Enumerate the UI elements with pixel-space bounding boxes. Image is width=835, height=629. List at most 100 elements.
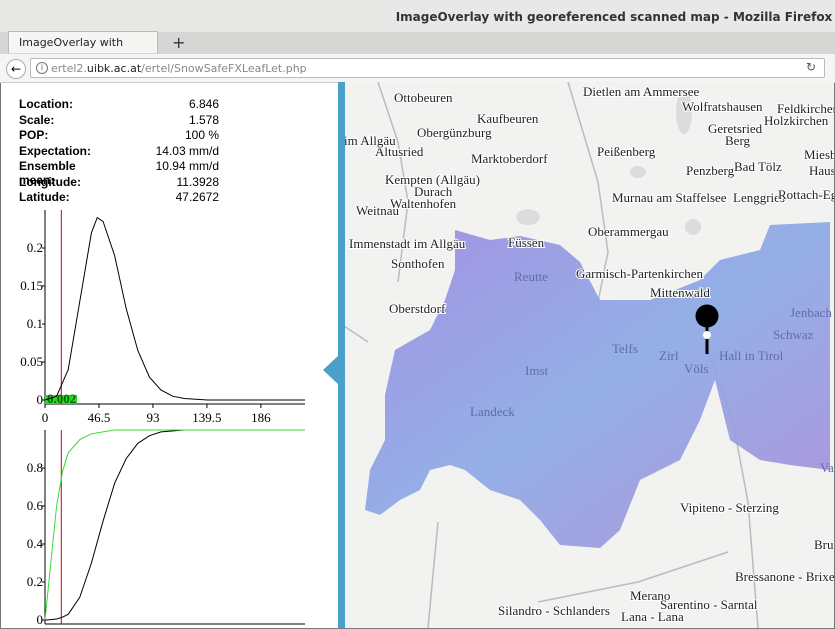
y-tick-label: 0 <box>37 392 44 407</box>
overlay-label: Schwaz <box>773 327 814 342</box>
place-label: Bad Tölz <box>734 159 782 174</box>
overlay-label: Zirl <box>659 348 679 363</box>
place-label: Penzberg <box>686 163 735 178</box>
place-label: Weitnau <box>356 203 399 218</box>
url-bar[interactable]: ertel2.uibk.ac.at/ertel/SnowSafeFXLeafLe… <box>30 58 825 78</box>
place-label: Merano <box>630 588 670 603</box>
place-label: Miesba <box>804 147 834 162</box>
y-tick-label: 0.1 <box>27 316 43 331</box>
place-label: Vipiteno - Sterzing <box>680 500 779 515</box>
info-value: 1.578 <box>188 112 219 127</box>
place-label: Mittenwald <box>650 285 710 300</box>
x-tick-label: 139.5 <box>192 410 221 425</box>
y-tick-label: 0.15 <box>20 278 43 293</box>
tab[interactable]: ImageOverlay with geore... <box>8 31 158 71</box>
place-label: Rottach-Eger <box>778 187 834 202</box>
side-panel <box>1 83 338 628</box>
curve <box>44 216 305 401</box>
place-label: Bru <box>814 537 834 552</box>
info-value: 6.846 <box>188 97 219 111</box>
collapse-arrow[interactable] <box>323 355 339 385</box>
info-value: 11.3928 <box>176 174 220 189</box>
info-label: POP: <box>19 128 49 142</box>
y-tick-label: 0.4 <box>27 536 44 551</box>
place-label: Oberammergau <box>588 224 669 239</box>
y-tick-label: 0.8 <box>27 460 43 475</box>
url-prefix: ertel2. <box>51 62 87 75</box>
place-label: Immenstadt im Allgäu <box>349 236 466 251</box>
place-label: Wolfratshausen <box>682 99 763 114</box>
y-tick-label: 0.2 <box>27 240 43 255</box>
place-label: Bressanone - Brixen <box>735 569 834 584</box>
info-value: 100 % <box>184 128 219 142</box>
info-label: Longitude: <box>19 174 81 189</box>
place-label: Dietlen am Ammersee <box>583 84 699 99</box>
place-label: Obergünzburg <box>417 125 492 140</box>
info-label: Expectation: <box>19 143 92 158</box>
place-label: im Allgäu <box>344 133 396 148</box>
place-label: Sonthofen <box>391 256 445 271</box>
x-tick-label: 186 <box>251 410 271 425</box>
place-label: Durach <box>414 184 453 199</box>
info-label: Location: <box>19 97 73 111</box>
place-label: Feldkirchen-West <box>777 101 834 116</box>
place-label: Lana - Lana <box>621 609 684 624</box>
place-label: Silandro - Schlanders <box>498 603 610 618</box>
new-tab-button[interactable]: + <box>172 33 186 52</box>
title-bar: ImageOverlay with georeferenced scanned … <box>0 0 835 32</box>
place-label: Altusried <box>375 144 424 159</box>
overlay-label: Jenbach <box>790 305 832 320</box>
place-label: Garmisch-Partenkirchen <box>576 266 704 281</box>
place-label: Kaufbeuren <box>477 111 539 126</box>
panel-divider[interactable] <box>338 82 345 628</box>
place-label: Ottobeuren <box>394 90 453 105</box>
map-marker-dot <box>703 331 711 339</box>
back-button[interactable]: ← <box>6 59 26 79</box>
x-tick-label: 0 <box>42 410 49 425</box>
overlay-label: Telfs <box>612 341 638 356</box>
curve <box>44 429 305 621</box>
info-label: Latitude: <box>19 190 70 204</box>
overlay-label: Völs <box>684 361 709 376</box>
info-label: Scale: <box>19 112 55 127</box>
info-value: 47.2672 <box>175 190 219 204</box>
overlay-label: Va <box>820 460 834 475</box>
url-path: /ertel/SnowSafeFXLeafLet.php <box>141 62 307 75</box>
map-marker[interactable] <box>695 304 719 354</box>
y-tick-label: 0.05 <box>20 354 43 369</box>
url-domain: uibk.ac.at <box>86 62 142 75</box>
place-label: Haus <box>809 163 834 178</box>
reload-button[interactable]: ↻ <box>806 60 817 74</box>
place-label: Oberstdorf <box>389 301 446 316</box>
overlay-label: Landeck <box>470 404 515 419</box>
place-label: Murnau am Staffelsee <box>612 190 727 205</box>
place-label: Berg <box>725 133 751 148</box>
window-title: ImageOverlay with georeferenced scanned … <box>395 10 833 24</box>
x-tick-label: 46.5 <box>88 410 111 425</box>
place-label: Geretsried <box>708 121 763 136</box>
place-label: Sarentino - Sarntal <box>660 597 758 612</box>
place-label: Lenggries <box>733 190 785 205</box>
y-tick-label: 0.6 <box>27 498 44 513</box>
info-value: 14.03 mm/d <box>155 143 219 158</box>
y-tick-label: 0.2 <box>27 574 43 589</box>
overlay-label: Reutte <box>514 269 548 284</box>
place-label: Peißenberg <box>597 144 656 159</box>
curve <box>44 429 305 621</box>
place-label: Kempten (Allgäu) <box>385 172 480 187</box>
overlay-label: Imst <box>525 363 549 378</box>
y-tick-label: 0 <box>37 612 44 627</box>
info-icon[interactable]: i <box>36 62 48 74</box>
place-label: Waltenhofen <box>390 196 457 211</box>
info-label: Ensemble mean: <box>19 159 76 187</box>
lakes <box>516 90 701 235</box>
overlay-label: Hall in Tirol <box>719 348 784 363</box>
image-overlay[interactable] <box>365 222 830 548</box>
place-label: Füssen <box>508 235 545 250</box>
charts: 00.050.10.150.20 46.5 93 139.5 1860.00200.20… <box>20 210 305 627</box>
x-tick-label: 93 <box>146 410 159 425</box>
place-label: Holzkirchen <box>764 113 829 128</box>
info-value: 10.94 mm/d <box>155 159 219 173</box>
map: Ottobeuren Dietlen am Ammersee Kaufbeuren W… <box>338 82 834 628</box>
